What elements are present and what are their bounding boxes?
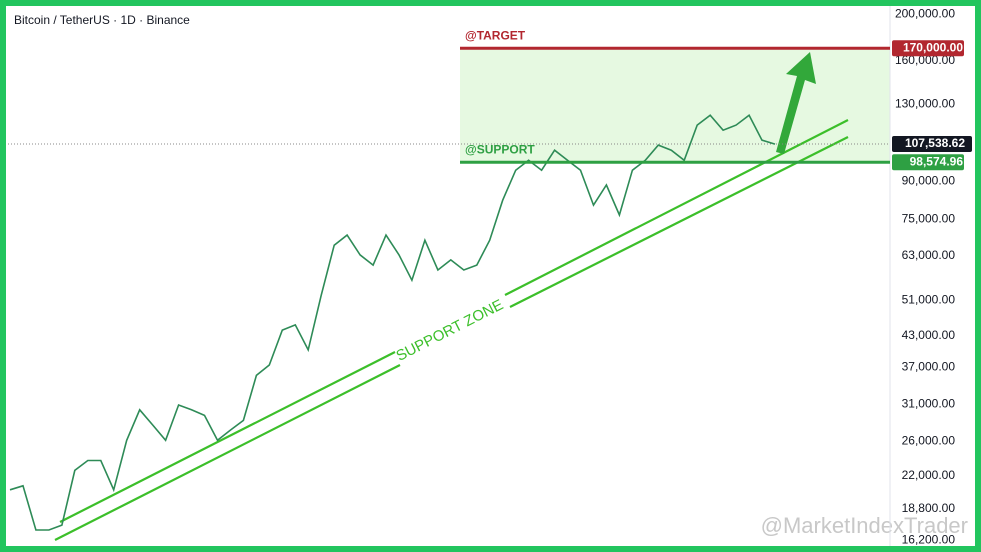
y-tick-label: 22,000.00 xyxy=(902,468,956,482)
zone-line xyxy=(54,364,401,541)
y-tick-label: 31,000.00 xyxy=(902,396,956,410)
y-tick-label: 75,000.00 xyxy=(902,212,956,226)
level-label-bg xyxy=(892,40,964,57)
chart: Bitcoin / TetherUS · 1D · Binance SUPPOR… xyxy=(6,6,975,546)
last-price-bg xyxy=(892,136,972,153)
level-label: 98,574.96 xyxy=(910,154,964,168)
level-name: @SUPPORT xyxy=(465,142,535,156)
zone-line xyxy=(504,119,849,296)
last-price-label: 107,538.62 xyxy=(905,136,965,150)
level-label-bg xyxy=(892,154,964,171)
y-tick-label: 63,000.00 xyxy=(902,248,956,262)
y-tick-label: 26,000.00 xyxy=(902,433,956,447)
level-label: 170,000.00 xyxy=(903,40,963,54)
price-line xyxy=(9,113,776,531)
symbol-header: Bitcoin / TetherUS · 1D · Binance xyxy=(14,13,190,27)
watermark: @MarketIndexTrader xyxy=(761,513,968,538)
y-tick-label: 43,000.00 xyxy=(902,328,956,342)
support-zone-lines xyxy=(54,119,849,541)
zone-line xyxy=(509,136,849,308)
y-tick-label: 16,200.00 xyxy=(902,532,956,546)
up-arrow xyxy=(776,52,816,154)
y-tick-label: 160,000.00 xyxy=(895,53,955,67)
y-tick-label: 200,000.00 xyxy=(895,6,955,20)
y-tick-label: 90,000.00 xyxy=(902,173,956,187)
y-tick-label: 51,000.00 xyxy=(902,292,956,306)
zone-line xyxy=(59,351,396,523)
y-tick-label: 37,000.00 xyxy=(902,359,956,373)
level-name: @TARGET xyxy=(465,28,526,42)
y-tick-label: 18,800.00 xyxy=(902,501,956,515)
y-tick-label: 130,000.00 xyxy=(895,96,955,110)
target-zone xyxy=(460,48,890,163)
